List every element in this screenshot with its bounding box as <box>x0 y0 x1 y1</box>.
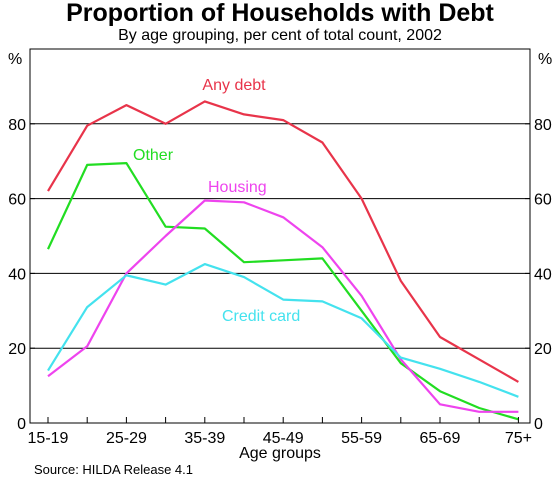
y-tick-label-right-80: 80 <box>534 117 552 134</box>
y-axis-label-right: % <box>538 51 552 68</box>
series-line-other <box>47 162 519 421</box>
y-tick-label-right-40: 40 <box>534 266 552 283</box>
x-tick-label-35-39: 35-39 <box>184 430 225 447</box>
y-tick-label-left-20: 20 <box>8 341 26 358</box>
x-tick-labels: 15-19 25-29 35-39 45-49 55-59 65-69 75+ <box>28 417 532 447</box>
x-tick-label-45-49: 45-49 <box>263 430 304 447</box>
series-label-any-debt: Any debt <box>202 77 266 94</box>
series-line-housing <box>47 199 519 413</box>
series-line-credit-card <box>47 263 519 398</box>
series-line-any-debt <box>47 100 519 383</box>
plot-frame <box>29 48 531 424</box>
y-tick-label-right-60: 60 <box>534 192 552 209</box>
y-tick-label-right-20: 20 <box>534 341 552 358</box>
x-tick-label-75+: 75+ <box>505 430 532 447</box>
series-lines <box>47 100 519 421</box>
series-label-credit-card: Credit card <box>222 308 300 325</box>
x-tick-label-25-29: 25-29 <box>106 430 147 447</box>
series-label-other: Other <box>133 147 174 164</box>
source-note: Source: HILDA Release 4.1 <box>34 462 193 477</box>
y-tick-label-left-80: 80 <box>8 117 26 134</box>
chart-subtitle: By age grouping, per cent of total count… <box>118 27 442 44</box>
x-axis-label: Age groups <box>239 445 321 462</box>
y-axis-label-left: % <box>8 51 22 68</box>
x-tick-label-15-19: 15-19 <box>28 430 69 447</box>
series-label-housing: Housing <box>208 179 267 196</box>
y-tick-label-left-60: 60 <box>8 192 26 209</box>
y-tick-label-left-0: 0 <box>17 416 26 433</box>
chart-title: Proportion of Households with Debt <box>66 0 494 27</box>
y-tick-label-right-0: 0 <box>534 416 543 433</box>
y-tick-labels: 0 0 20 20 40 40 60 60 80 80 <box>8 117 552 433</box>
y-tick-label-left-40: 40 <box>8 266 26 283</box>
grid-lines <box>30 123 530 424</box>
x-tick-label-55-59: 55-59 <box>341 430 382 447</box>
x-tick-label-65-69: 65-69 <box>420 430 461 447</box>
series-labels: Any debt Other Housing Credit card <box>133 77 300 325</box>
